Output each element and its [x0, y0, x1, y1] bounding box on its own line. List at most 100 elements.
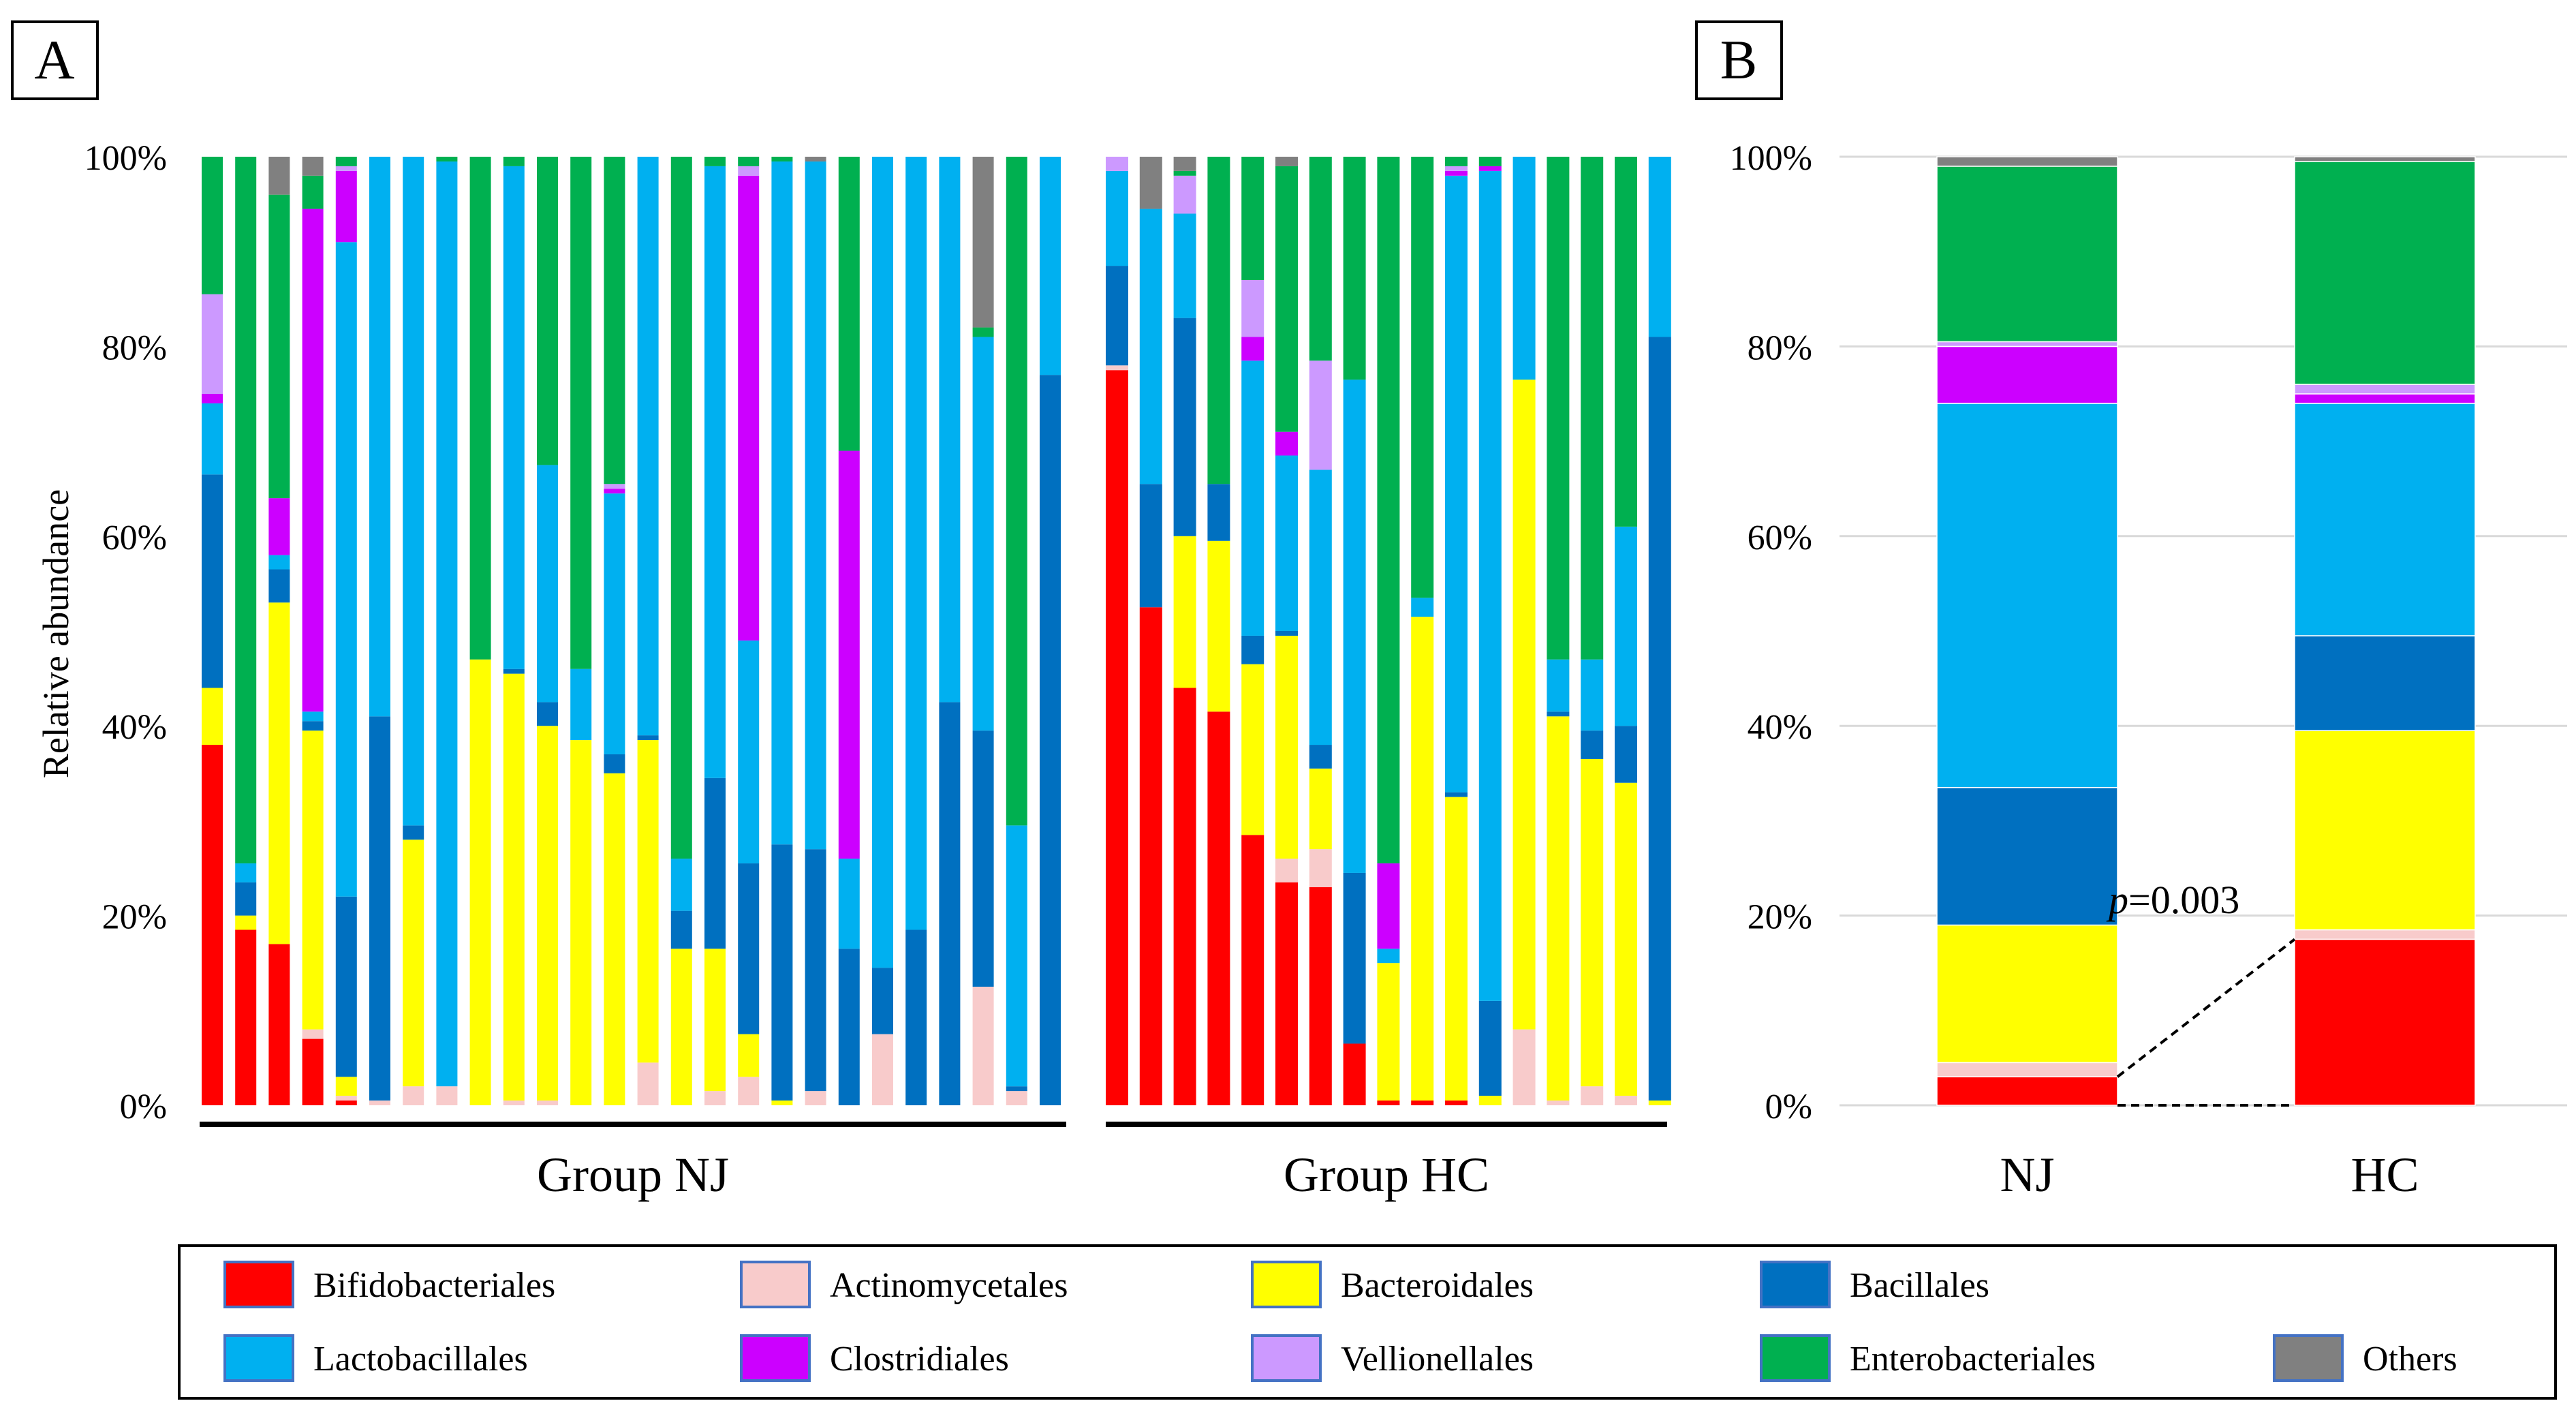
bar-segment-group-hc-2-lactobacillales: [1139, 209, 1162, 484]
bar-segment-hc-clostridiales: [2294, 393, 2476, 404]
bar-segment-group-nj-8-enterobacteriales: [436, 157, 458, 161]
bar-segment-group-hc-9-bifidobacteriales: [1377, 1101, 1400, 1105]
y-tick-label: 40%: [1748, 708, 1812, 747]
bar-segment-group-nj-7-lactobacillales: [403, 157, 424, 826]
bar-segment-group-nj-23-bacillales: [939, 702, 961, 1105]
bar-segment-group-hc-1-vellionellales: [1106, 157, 1128, 171]
bar-segment-group-nj-24-others: [972, 157, 994, 328]
bar-segment-group-nj-17-lactobacillales: [738, 640, 760, 864]
bar-segment-group-nj-26-bacillales: [1040, 375, 1061, 1106]
bar-segment-group-hc-15-actinomycetales: [1581, 1086, 1604, 1105]
y-tick-label: 40%: [102, 708, 167, 747]
bar-segment-hc-actinomycetales: [2294, 929, 2476, 940]
bar-segment-group-hc-14-actinomycetales: [1547, 1101, 1570, 1105]
bar-segment-group-hc-2-bifidobacteriales: [1139, 607, 1162, 1105]
bar-segment-group-hc-7-vellionellales: [1309, 360, 1332, 470]
legend-label-bacillales: Bacillales: [1850, 1266, 1989, 1305]
y-tick-label: 20%: [1748, 898, 1812, 937]
panel-b-bars: [1936, 156, 2476, 1106]
y-tick-label: 20%: [102, 898, 167, 937]
panel-a-chart: 0% 20% 40% 60% 80% 100% Relative abundance Gr…: [35, 139, 1671, 1202]
bar-segment-nj-bacillales: [1936, 786, 2118, 926]
y-tick-label: 80%: [102, 328, 167, 367]
bar-segment-group-hc-16-actinomycetales: [1615, 1096, 1637, 1105]
bar-segment-nj-actinomycetales: [1936, 1062, 2118, 1077]
bar-segment-group-nj-20-enterobacteriales: [838, 157, 860, 451]
bar-segment-group-hc-5-enterobacteriales: [1241, 157, 1264, 280]
bar-segment-group-nj-5-bacteroidales: [335, 1077, 357, 1096]
bar-segment-hc-bifidobacteriales: [2294, 938, 2476, 1106]
bar-segment-hc-bacteroidales: [2294, 730, 2476, 931]
bar-segment-nj-enterobacteriales: [1936, 166, 2118, 343]
bar-segment-group-nj-24-bacillales: [972, 730, 994, 987]
bar-segment-group-hc-1-lactobacillales: [1106, 170, 1128, 266]
bar-segment-group-hc-1-bacillales: [1106, 266, 1128, 366]
bar-segment-group-hc-6-bifidobacteriales: [1275, 882, 1298, 1105]
bar-segment-hc-vellionellales: [2294, 384, 2476, 395]
bar-segment-nj-clostridiales: [1936, 345, 2118, 404]
bar-segment-group-nj-20-bacillales: [838, 949, 860, 1105]
bar-segment-group-hc-17-lactobacillales: [1648, 157, 1671, 337]
bar-segment-group-nj-19-lactobacillales: [805, 161, 826, 850]
bar-segment-group-hc-6-others: [1275, 157, 1298, 166]
panel-b-label-text: B: [1720, 29, 1758, 91]
bar-segment-group-nj-2-bacillales: [235, 882, 257, 916]
legend: Bifidobacteriales Actinomycetales Bacteroi…: [178, 1244, 2557, 1400]
bar-segment-group-nj-2-lactobacillales: [235, 863, 257, 882]
bar-segment-group-hc-3-bacillales: [1173, 318, 1196, 536]
bar-segment-group-nj-25-enterobacteriales: [1006, 157, 1027, 826]
bar-segment-group-nj-18-bacteroidales: [771, 1101, 793, 1105]
bar-segment-group-nj-15-bacillales: [670, 910, 692, 949]
p-value-number: =0.003: [2128, 878, 2239, 922]
bar-segment-group-nj-8-lactobacillales: [436, 161, 458, 1087]
bar-segment-group-hc-1-bifidobacteriales: [1106, 370, 1128, 1106]
bar-segment-group-nj-7-actinomycetales: [403, 1086, 424, 1105]
bar-segment-group-hc-2-others: [1139, 157, 1162, 209]
bar-segment-group-nj-16-lactobacillales: [704, 166, 726, 778]
bar-segment-group-nj-4-actinomycetales: [302, 1029, 324, 1039]
bar-segment-group-hc-7-bifidobacteriales: [1309, 887, 1332, 1105]
y-tick-label: 0%: [1765, 1088, 1812, 1126]
bar-segment-nj-lactobacillales: [1936, 403, 2118, 788]
bar-segment-group-hc-12-bacteroidales: [1478, 1096, 1502, 1105]
bar-segment-nj-vellionellales: [1936, 341, 2118, 348]
bar-segment-group-nj-6-actinomycetales: [369, 1101, 390, 1105]
group-label-group-nj: Group NJ: [537, 1148, 729, 1202]
bar-segment-group-hc-10-bifidobacteriales: [1411, 1101, 1434, 1105]
bar-segment-group-nj-1-lactobacillales: [202, 403, 223, 475]
bar-segment-group-nj-24-actinomycetales: [972, 987, 994, 1105]
bar-segment-group-hc-7-enterobacteriales: [1309, 157, 1332, 361]
bar-segment-group-hc-6-clostridiales: [1275, 431, 1298, 456]
bar-segment-group-nj-18-bacillales: [771, 844, 793, 1101]
legend-swatch-bacillales: [1760, 1261, 1831, 1308]
bar-segment-group-nj-7-bacillales: [403, 825, 424, 840]
legend-swatch-bifidobacteriales: [223, 1261, 294, 1308]
bar-segment-group-hc-17-bacillales: [1648, 337, 1671, 1101]
bar-segment-group-nj-13-bacillales: [604, 754, 625, 773]
bar-segment-group-nj-16-enterobacteriales: [704, 157, 726, 166]
bar-segment-group-nj-4-bacteroidales: [302, 730, 324, 1030]
bar-segment-group-nj-3-others: [268, 157, 290, 195]
y-tick-label: 100%: [84, 139, 167, 178]
bar-segment-group-nj-12-lactobacillales: [570, 668, 592, 741]
panel-a-group-labels: Group NJ Group HC: [200, 1122, 1667, 1202]
bar-segment-group-nj-16-bacillales: [704, 778, 726, 949]
bar-segment-group-hc-7-lactobacillales: [1309, 470, 1332, 745]
bar-segment-group-hc-6-actinomycetales: [1275, 859, 1298, 882]
bar-segment-group-hc-15-enterobacteriales: [1581, 157, 1604, 660]
bar-segment-group-hc-5-bifidobacteriales: [1241, 835, 1264, 1105]
legend-frame: [178, 1244, 2557, 1400]
bar-segment-nj-others: [1936, 156, 2118, 167]
bar-segment-group-nj-9-bacteroidales: [469, 659, 491, 1105]
bar-segment-group-nj-13-vellionellales: [604, 484, 625, 489]
bar-segment-group-nj-1-vellionellales: [202, 294, 223, 394]
bar-segment-group-nj-1-bacteroidales: [202, 688, 223, 745]
legend-swatch-lactobacillales: [223, 1334, 294, 1382]
bar-segment-group-hc-4-bifidobacteriales: [1207, 711, 1230, 1105]
bar-segment-group-hc-16-bacteroidales: [1615, 782, 1637, 1096]
bar-segment-group-hc-11-vellionellales: [1445, 166, 1468, 171]
legend-label-vellionellales: Vellionellales: [1341, 1340, 1534, 1379]
bar-segment-group-nj-2-bifidobacteriales: [235, 929, 257, 1105]
bar-segment-group-nj-17-bacillales: [738, 863, 760, 1034]
panel-a-label-text: A: [34, 29, 74, 91]
